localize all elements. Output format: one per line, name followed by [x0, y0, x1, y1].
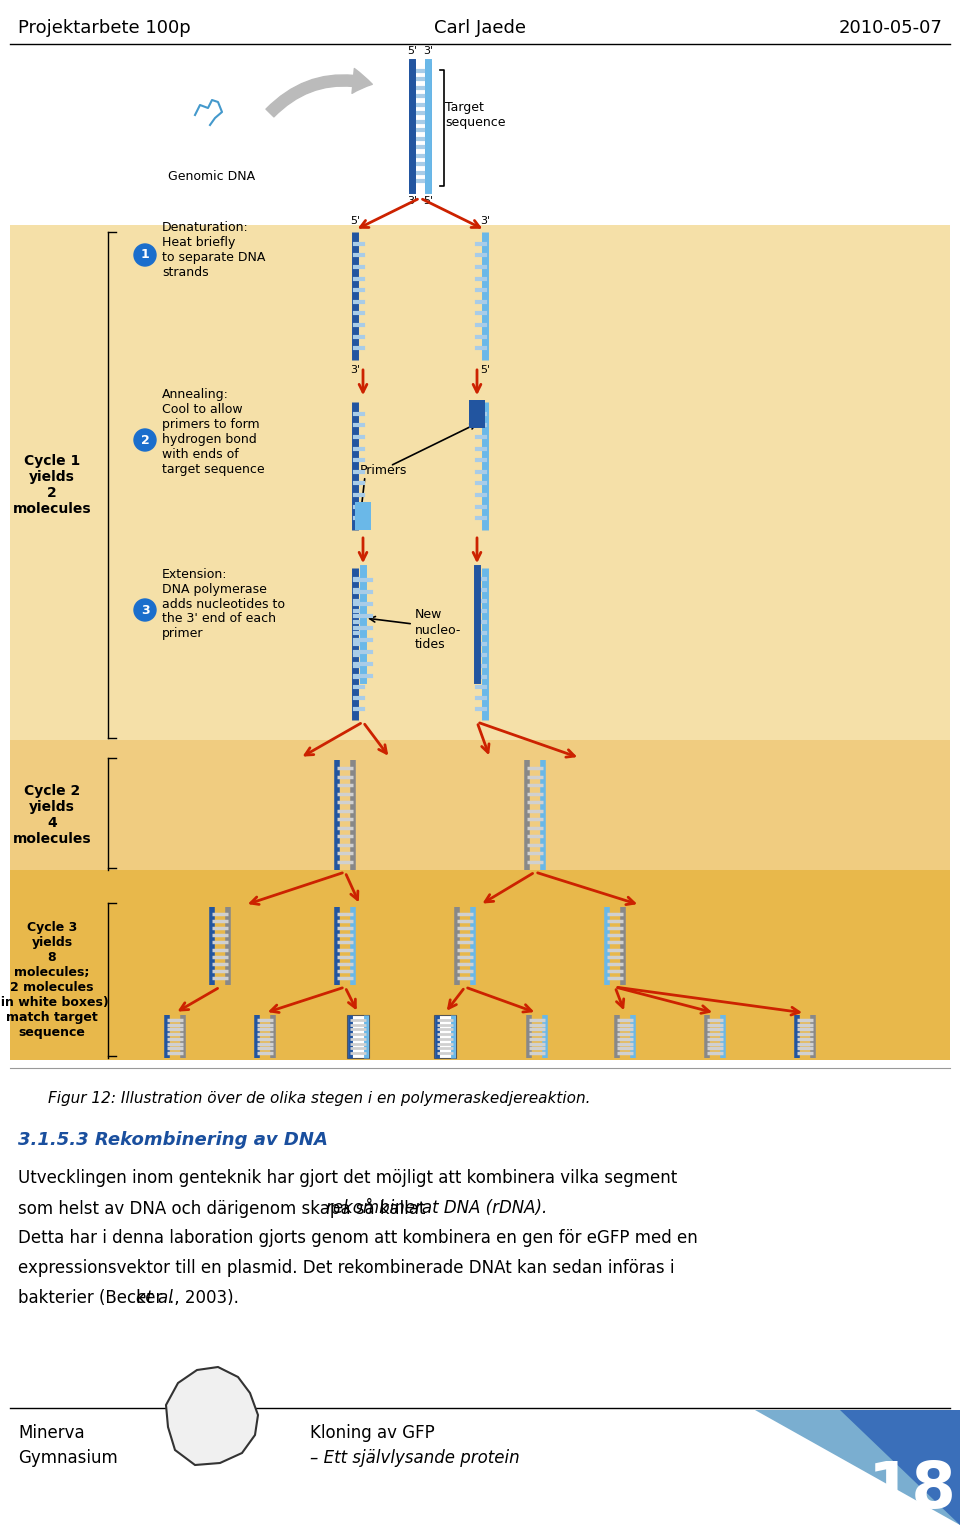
Text: 5': 5' [350, 217, 360, 226]
Text: 5': 5' [407, 46, 417, 56]
Bar [347, 1016, 369, 1058]
Text: Target
sequence: Target sequence [445, 101, 506, 130]
Text: rekombinerat DNA (rDNA).: rekombinerat DNA (rDNA). [325, 1199, 547, 1217]
Text: – Ett självlysande protein: – Ett självlysande protein [310, 1449, 519, 1467]
Text: 3': 3' [350, 364, 360, 375]
Text: 3': 3' [407, 197, 417, 206]
Text: Genomic DNA: Genomic DNA [168, 169, 255, 183]
Text: bakterier (Becker: bakterier (Becker [18, 1289, 168, 1307]
Bar [434, 1016, 456, 1058]
Text: Cycle 1
yields
2
molecules: Cycle 1 yields 2 molecules [12, 454, 91, 517]
Text: Primers: Primers [360, 464, 407, 476]
Text: Figur 12: Illustration över de olika stegen i en polymeraskedjereaktion.: Figur 12: Illustration över de olika ste… [48, 1090, 590, 1106]
Text: ., 2003).: ., 2003). [169, 1289, 238, 1307]
Text: 3.1.5.3 Rekombinering av DNA: 3.1.5.3 Rekombinering av DNA [18, 1132, 328, 1148]
Text: Carl Jaede: Carl Jaede [434, 18, 526, 37]
Bar [10, 226, 950, 740]
Text: Annealing:
Cool to allow
primers to form
hydrogen bond
with ends of
target seque: Annealing: Cool to allow primers to form… [162, 387, 265, 476]
Text: expressionsvektor till en plasmid. Det rekombinerade DNAt kan sedan införas i: expressionsvektor till en plasmid. Det r… [18, 1260, 675, 1276]
Text: Extension:
DNA polymerase
adds nucleotides to
the 3' end of each
primer: Extension: DNA polymerase adds nucleotid… [162, 567, 285, 640]
Text: 3: 3 [141, 604, 150, 616]
Bar [10, 740, 950, 869]
Circle shape [134, 599, 156, 621]
Bar [469, 400, 485, 429]
Text: Kloning av GFP: Kloning av GFP [310, 1424, 435, 1443]
Text: 3': 3' [423, 46, 433, 56]
Polygon shape [166, 1366, 258, 1466]
Text: 2010-05-07: 2010-05-07 [838, 18, 942, 37]
Text: Denaturation:
Heat briefly
to separate DNA
strands: Denaturation: Heat briefly to separate D… [162, 221, 265, 279]
Text: et al: et al [136, 1289, 173, 1307]
Text: Cycle 3
yields
8
molecules;
2 molecules
(in white boxes)
match target
sequence: Cycle 3 yields 8 molecules; 2 molecules … [0, 921, 108, 1039]
Text: Cycle 2
yields
4
molecules: Cycle 2 yields 4 molecules [12, 784, 91, 846]
Circle shape [134, 429, 156, 451]
FancyArrowPatch shape [266, 69, 372, 117]
Text: Minerva: Minerva [18, 1424, 84, 1443]
Bar [10, 226, 950, 1060]
Text: 5': 5' [480, 364, 490, 375]
Text: Gymnasium: Gymnasium [18, 1449, 118, 1467]
Text: 5': 5' [423, 197, 433, 206]
Polygon shape [755, 1411, 960, 1525]
Bar [10, 46, 950, 226]
Bar [355, 502, 371, 531]
Text: 3': 3' [480, 217, 490, 226]
Text: som helst av DNA och därigenom skapa så kallat: som helst av DNA och därigenom skapa så … [18, 1199, 431, 1218]
Text: New
nucleo-
tides: New nucleo- tides [415, 608, 462, 651]
Bar [10, 869, 950, 1060]
Text: 2: 2 [140, 433, 150, 447]
Text: Projektarbete 100p: Projektarbete 100p [18, 18, 191, 37]
Text: 1: 1 [140, 249, 150, 261]
Text: Detta har i denna laboration gjorts genom att kombinera en gen för eGFP med en: Detta har i denna laboration gjorts geno… [18, 1229, 698, 1247]
Text: Utvecklingen inom genteknik har gjort det möjligt att kombinera vilka segment: Utvecklingen inom genteknik har gjort de… [18, 1170, 677, 1186]
Circle shape [134, 244, 156, 265]
Text: 18: 18 [868, 1459, 956, 1520]
Polygon shape [840, 1411, 960, 1525]
